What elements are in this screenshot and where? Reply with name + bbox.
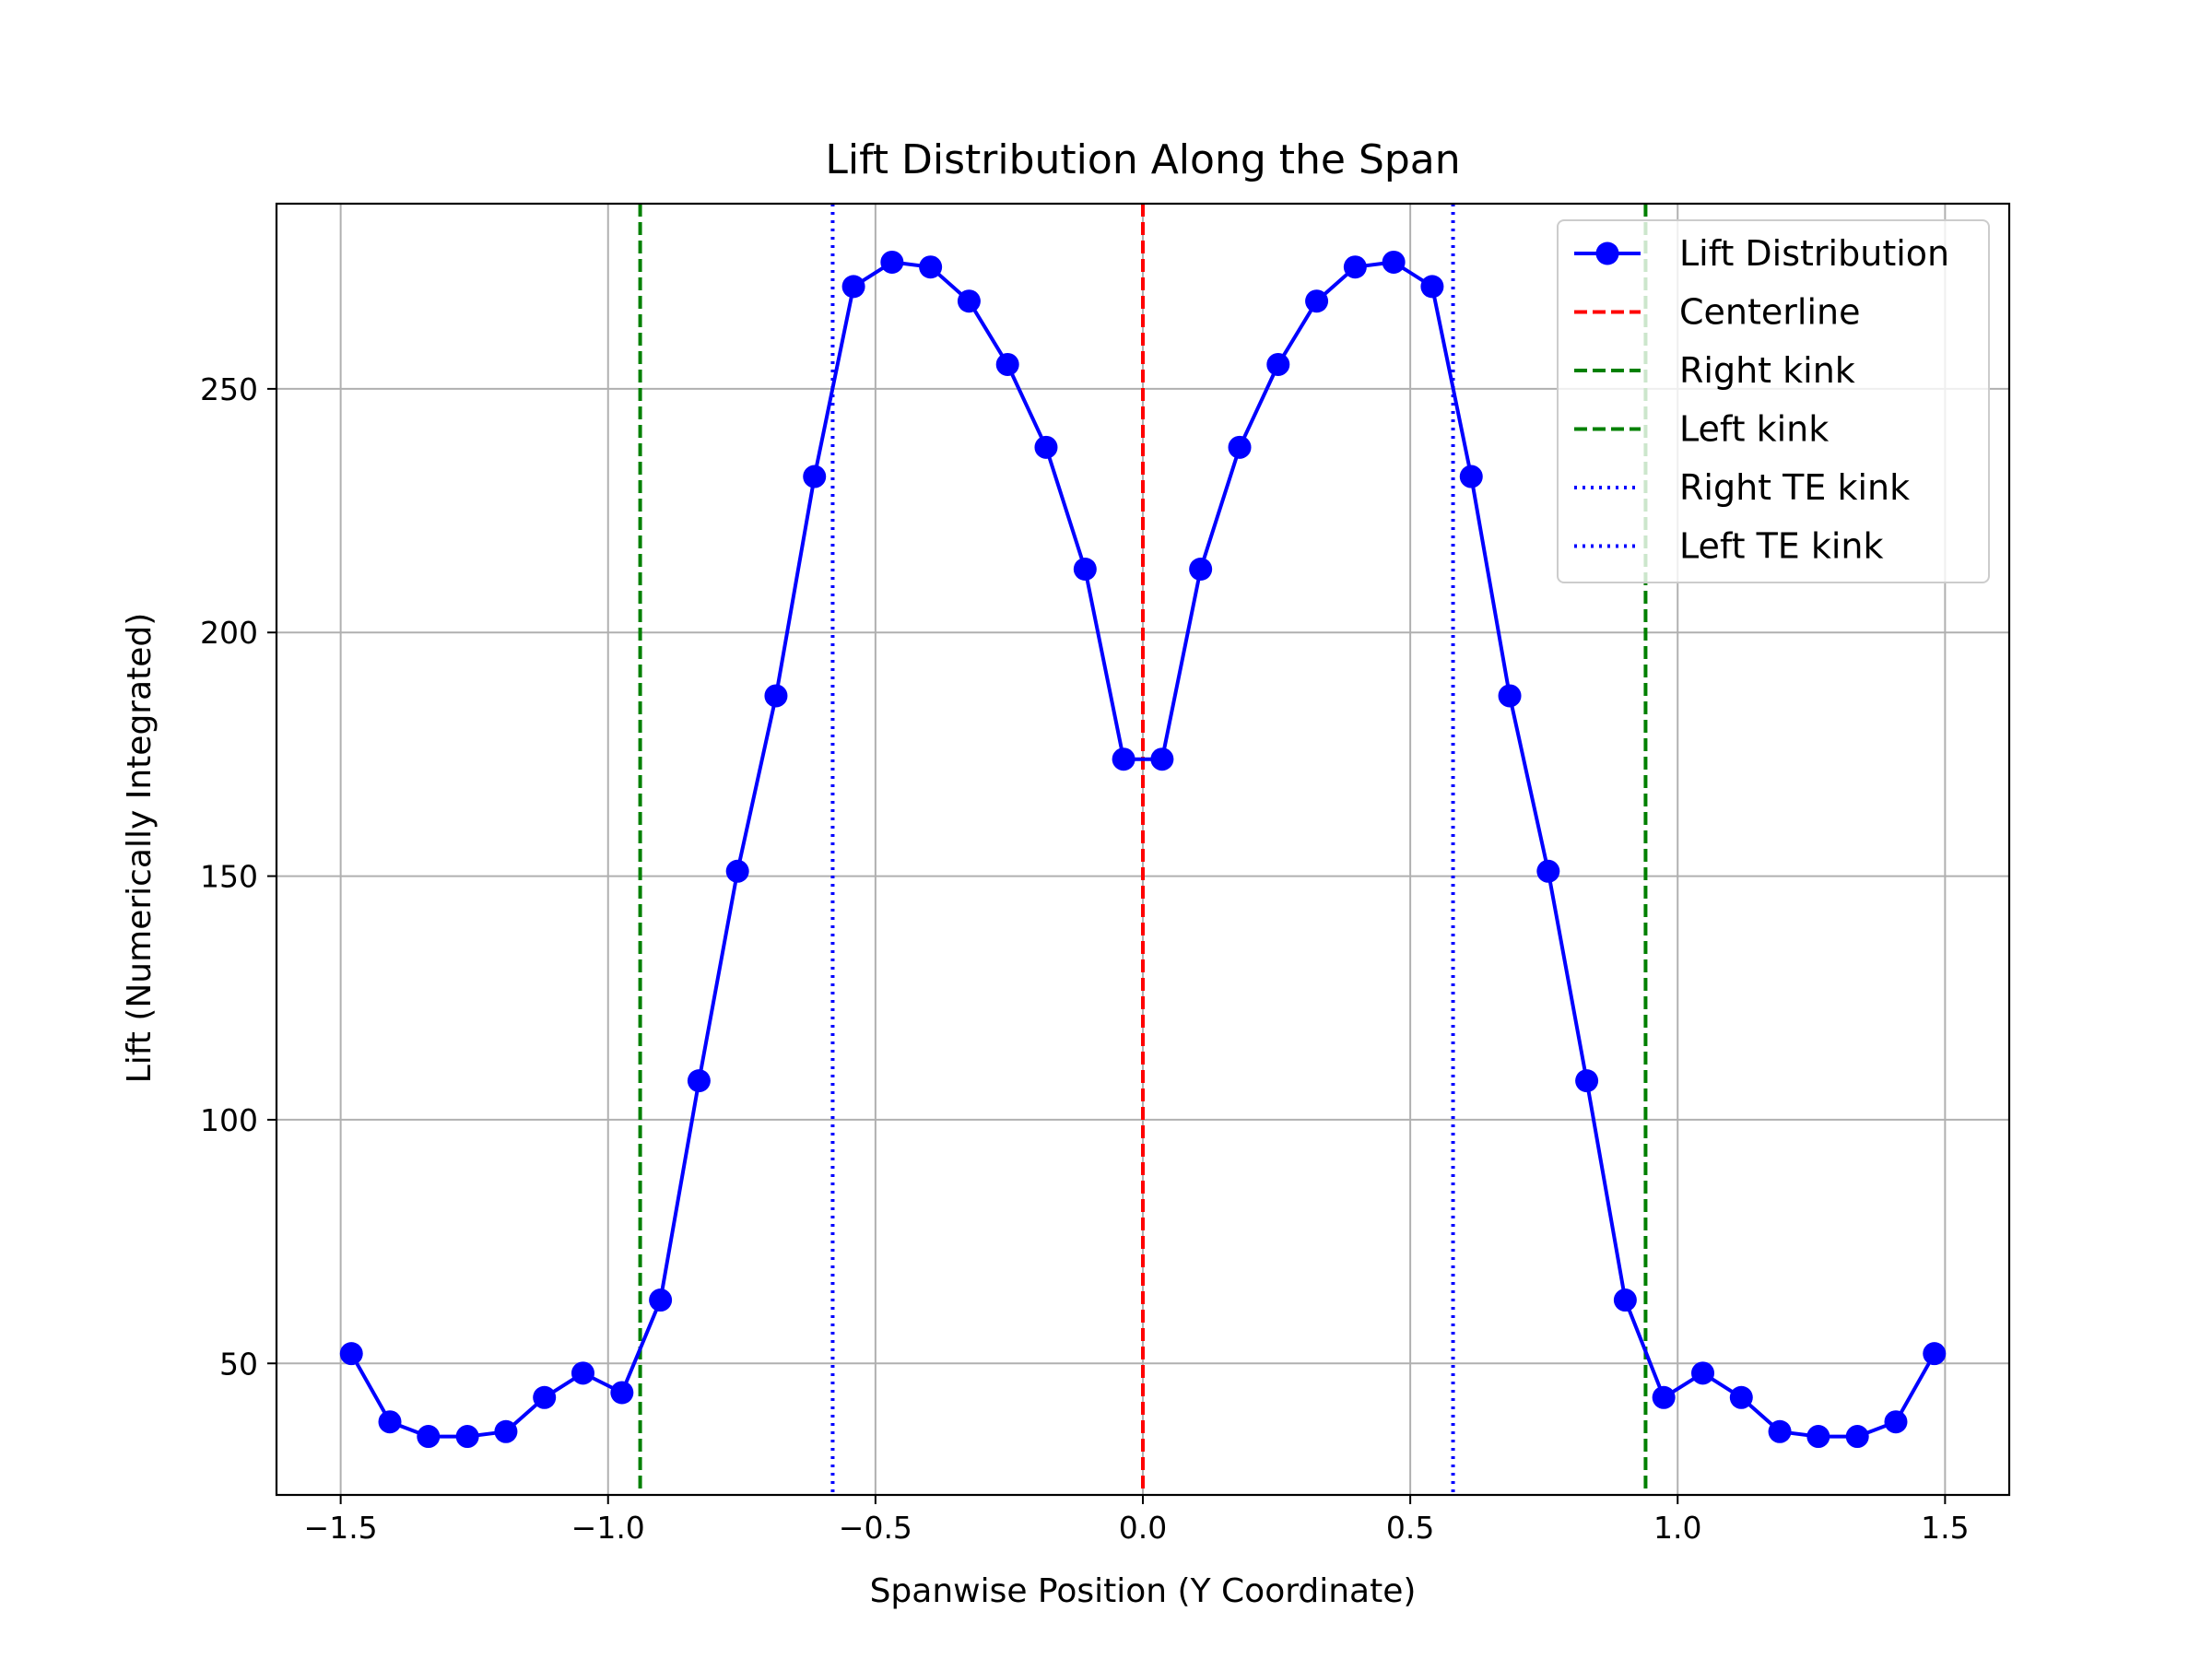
- data-point: [1073, 558, 1097, 582]
- y-tick-label: 200: [200, 615, 258, 651]
- data-point: [1613, 1288, 1637, 1312]
- x-axis: −1.5 −1.0 −0.5 0.0 0.5 1.0 1.5: [304, 1495, 1970, 1546]
- y-tick-label: 250: [200, 371, 258, 407]
- data-point: [339, 1342, 363, 1366]
- data-point: [1343, 255, 1367, 279]
- legend: Lift Distribution Centerline Right kink Lef…: [1557, 219, 1990, 583]
- legend-label: Left TE kink: [1679, 526, 1884, 567]
- data-point: [1652, 1385, 1676, 1409]
- data-point: [1459, 465, 1483, 488]
- data-point: [841, 275, 865, 299]
- data-point: [1923, 1342, 1947, 1366]
- data-point: [610, 1381, 634, 1405]
- data-point: [417, 1425, 441, 1449]
- data-point: [1382, 250, 1406, 274]
- x-tick-label: −1.5: [304, 1510, 378, 1546]
- data-point: [1768, 1419, 1792, 1443]
- y-axis-label: Lift (Numerically Integrated): [121, 613, 159, 1084]
- chart-title: Lift Distribution Along the Span: [825, 136, 1460, 183]
- legend-label: Right kink: [1679, 350, 1855, 391]
- x-tick-label: −0.5: [839, 1510, 912, 1546]
- legend-label: Lift Distribution: [1679, 233, 1949, 274]
- x-tick-label: −1.0: [571, 1510, 645, 1546]
- x-tick-label: 1.5: [1921, 1510, 1969, 1546]
- data-point: [455, 1425, 479, 1449]
- x-tick-label: 0.0: [1119, 1510, 1167, 1546]
- data-point: [1729, 1385, 1753, 1409]
- data-point: [1034, 435, 1058, 459]
- data-point: [1266, 352, 1290, 376]
- data-point: [1806, 1425, 1830, 1449]
- legend-label: Right TE kink: [1679, 467, 1910, 508]
- data-point: [1536, 859, 1560, 883]
- data-point: [649, 1288, 673, 1312]
- data-point: [1498, 684, 1522, 708]
- data-point: [494, 1419, 518, 1443]
- data-point: [1228, 435, 1252, 459]
- data-point: [803, 465, 827, 488]
- y-tick-label: 50: [219, 1346, 258, 1382]
- data-point: [1884, 1410, 1908, 1434]
- y-tick-label: 100: [200, 1102, 258, 1138]
- legend-box: [1557, 219, 1990, 583]
- data-point: [919, 255, 943, 279]
- data-point: [1575, 1069, 1599, 1093]
- x-tick-label: 1.0: [1653, 1510, 1701, 1546]
- legend-label: Left kink: [1679, 409, 1829, 450]
- data-point: [880, 250, 904, 274]
- legend-label: Centerline: [1679, 292, 1860, 333]
- y-tick-label: 150: [200, 859, 258, 895]
- data-point: [1420, 275, 1444, 299]
- data-point: [378, 1410, 402, 1434]
- y-axis: 50 100 150 200 250: [200, 371, 276, 1382]
- data-point: [764, 684, 788, 708]
- data-point: [571, 1361, 594, 1385]
- data-point: [1189, 558, 1213, 582]
- data-point: [1691, 1361, 1715, 1385]
- data-point: [533, 1385, 557, 1409]
- data-point: [995, 352, 1019, 376]
- data-point: [1112, 747, 1135, 771]
- data-point: [687, 1069, 711, 1093]
- legend-marker: [1595, 241, 1619, 265]
- data-point: [1305, 289, 1329, 313]
- data-point: [1845, 1425, 1869, 1449]
- x-tick-label: 0.5: [1386, 1510, 1434, 1546]
- data-point: [957, 289, 981, 313]
- data-point: [1150, 747, 1174, 771]
- series-layer: [339, 250, 1947, 1449]
- x-axis-label: Spanwise Position (Y Coordinate): [870, 1572, 1417, 1610]
- data-point: [725, 859, 749, 883]
